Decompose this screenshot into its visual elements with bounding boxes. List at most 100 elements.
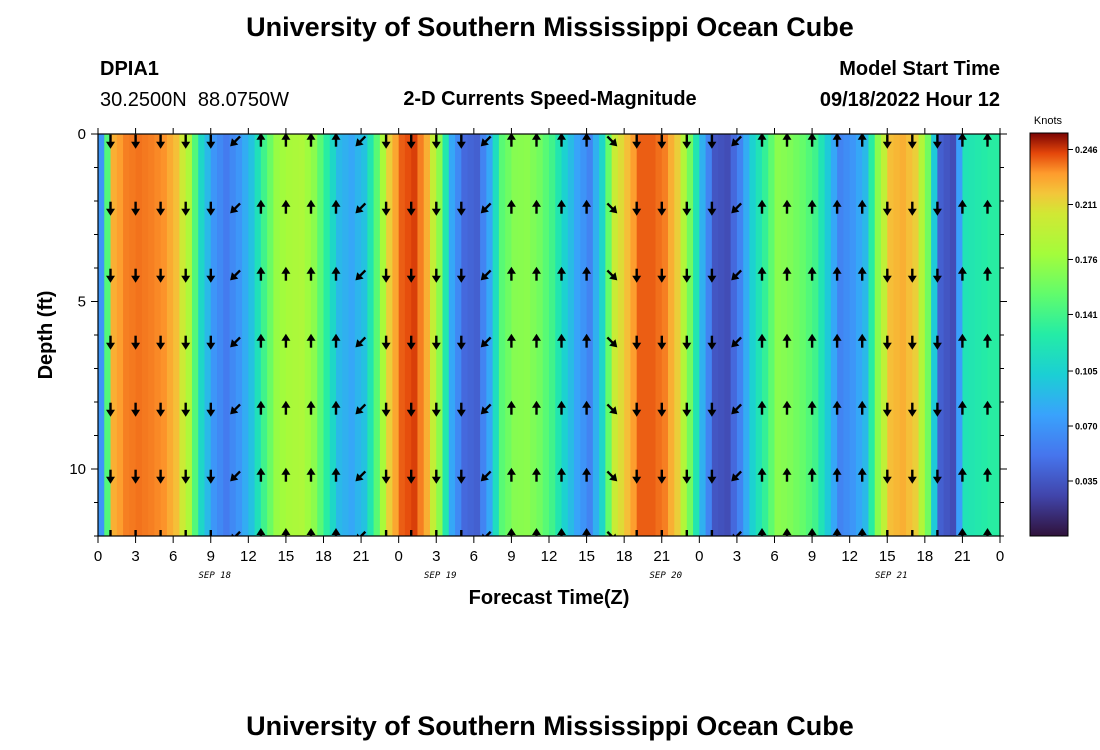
x-tick-label: 15 [278,548,295,565]
current-vector [206,402,216,417]
vector-head [782,400,792,408]
vector-head [156,275,166,283]
current-vector [807,134,817,147]
vector-head [983,400,992,408]
vector-head [406,141,416,149]
vector-head [657,342,667,350]
current-vector [707,268,717,283]
heatmap-cell [342,134,350,536]
current-vector [731,135,742,147]
vector-head [480,272,489,281]
heatmap-cell [743,134,751,536]
vector-head [807,400,817,408]
current-vector [106,402,115,417]
current-vector [882,268,892,283]
current-vector [381,201,391,216]
vector-head [456,208,466,216]
vector-head [131,409,141,417]
vector-head [609,205,618,214]
current-vector [707,469,717,484]
vector-head [807,266,817,274]
heatmap-cell [392,134,400,536]
current-vector [355,470,367,482]
x-tick-label: 0 [394,548,402,565]
vector-head [682,537,691,544]
vector-head [106,476,115,484]
colorbar-tick-label: 0.211 [1075,200,1097,210]
vector-head [206,275,216,283]
x-tick-label: 12 [541,548,558,565]
vector-head [882,409,892,417]
vector-head [355,473,364,482]
speed-heatmap [98,134,1000,536]
current-vector [832,333,842,348]
vector-head [582,134,592,140]
current-vector [331,400,341,415]
current-vector [807,467,817,482]
vector-head [807,467,817,475]
current-vector [606,336,618,348]
vector-head [609,406,618,415]
vector-head [857,333,867,341]
current-vector [936,530,939,536]
vector-head [983,333,992,341]
current-vector [306,134,316,147]
x-tick-label: 12 [240,548,257,565]
heatmap-cell [849,134,857,536]
vector-head [382,537,391,544]
current-vector [281,333,291,348]
heatmap-cell [110,134,118,536]
vector-head [532,199,541,207]
vector-head [181,275,191,283]
vector-head [456,476,466,484]
current-vector [782,134,792,147]
heatmap-cell [918,134,926,536]
chart-title: University of Southern Mississippi Ocean… [246,12,854,42]
heatmap-cell [423,134,431,536]
heatmap-cell [755,134,763,536]
heatmap-cell [718,134,725,536]
current-vector [456,402,466,417]
current-vector [456,335,466,350]
vector-head [657,141,667,149]
x-tick-label: 15 [578,548,595,565]
current-vector [382,530,391,544]
current-vector [381,469,391,484]
vector-head [983,134,992,140]
vector-head [532,400,541,408]
vector-head [932,476,942,484]
current-vector [731,202,742,214]
vector-head [431,208,441,216]
heatmap-cell [699,134,707,536]
current-vector [757,333,767,348]
current-vector [682,530,691,544]
heatmap-cell [843,134,851,536]
current-vector [156,335,166,350]
current-vector [657,402,667,417]
heatmap-cell [123,134,130,536]
current-vector [957,400,967,415]
current-vector [857,400,867,415]
heatmap-cell [129,134,137,536]
current-vector [707,402,717,417]
heatmap-cell [705,134,713,536]
current-vector [532,134,541,147]
current-vector [757,528,767,536]
heatmap-cell [523,134,531,536]
y-tick-label: 10 [69,461,86,478]
x-tick-label: 9 [808,548,816,565]
heatmap-cell [417,134,425,536]
vector-head [682,275,692,283]
heatmap-cell [455,134,462,536]
vector-head [131,342,141,350]
vector-head [731,406,740,415]
current-vector [331,528,341,536]
heatmap-cell [98,134,105,536]
heatmap-cell [404,134,412,536]
heatmap-cell [135,134,143,536]
vector-head [355,138,364,147]
current-vector [480,403,492,415]
vector-head [131,141,141,149]
heatmap-cell [304,134,312,536]
current-vector [983,467,992,482]
